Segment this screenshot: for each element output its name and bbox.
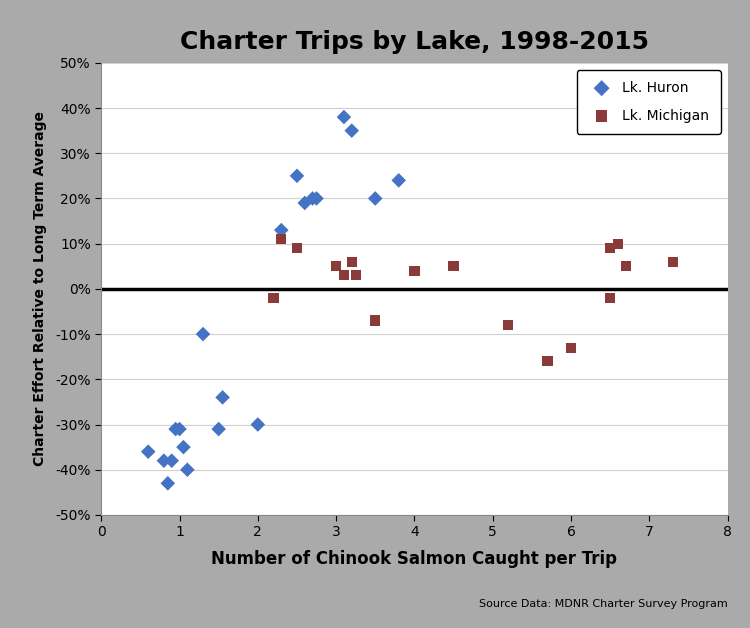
Lk. Michigan (542, 356, 554, 366)
Lk. Michigan (448, 261, 460, 271)
Lk. Huron (346, 126, 358, 136)
Lk. Michigan (604, 293, 616, 303)
Lk. Michigan (604, 243, 616, 253)
Lk. Michigan (350, 270, 361, 280)
Lk. Huron (182, 465, 194, 475)
Lk. Michigan (503, 320, 515, 330)
Lk. Huron (252, 420, 264, 430)
Lk. Michigan (346, 257, 358, 267)
Lk. Huron (369, 193, 381, 203)
Lk. Huron (217, 392, 229, 403)
Lk. Huron (173, 424, 185, 434)
Lk. Huron (338, 112, 350, 122)
Title: Charter Trips by Lake, 1998-2015: Charter Trips by Lake, 1998-2015 (180, 30, 649, 54)
Lk. Michigan (369, 315, 381, 325)
Lk. Huron (291, 171, 303, 181)
Lk. Michigan (565, 343, 577, 353)
Lk. Huron (393, 175, 405, 185)
Lk. Michigan (330, 261, 342, 271)
Y-axis label: Charter Effort Relative to Long Term Average: Charter Effort Relative to Long Term Ave… (33, 111, 46, 467)
Lk. Huron (213, 424, 225, 434)
Lk. Huron (170, 424, 182, 434)
Lk. Michigan (268, 293, 280, 303)
Lk. Huron (142, 447, 154, 457)
Lk. Huron (298, 198, 310, 208)
Lk. Michigan (338, 270, 350, 280)
Lk. Huron (307, 193, 319, 203)
Lk. Michigan (620, 261, 632, 271)
Lk. Michigan (291, 243, 303, 253)
X-axis label: Number of Chinook Salmon Caught per Trip: Number of Chinook Salmon Caught per Trip (211, 551, 617, 568)
Lk. Huron (166, 456, 178, 466)
Lk. Michigan (667, 257, 679, 267)
Lk. Huron (310, 193, 322, 203)
Lk. Huron (162, 479, 174, 489)
Legend: Lk. Huron, Lk. Michigan: Lk. Huron, Lk. Michigan (577, 70, 721, 134)
Lk. Michigan (408, 266, 420, 276)
Lk. Huron (178, 442, 190, 452)
Lk. Huron (158, 456, 170, 466)
Lk. Michigan (612, 239, 624, 249)
Lk. Huron (197, 329, 209, 339)
Text: Source Data: MDNR Charter Survey Program: Source Data: MDNR Charter Survey Program (478, 599, 728, 609)
Lk. Huron (275, 225, 287, 235)
Lk. Michigan (275, 234, 287, 244)
